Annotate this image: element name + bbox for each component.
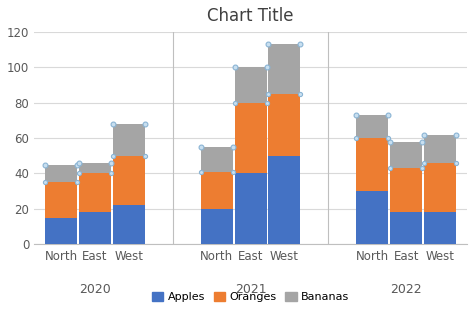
Legend: Apples, Oranges, Bananas: Apples, Oranges, Bananas [147, 288, 354, 307]
Bar [113, 205, 145, 244]
Bar [356, 115, 388, 138]
Bar [390, 168, 422, 212]
Bar [268, 44, 300, 94]
Bar [201, 209, 233, 244]
Text: 2021: 2021 [235, 283, 266, 296]
Bar [113, 124, 145, 156]
Bar [46, 218, 77, 244]
Bar [390, 212, 422, 244]
Bar [79, 212, 111, 244]
Bar [79, 163, 111, 173]
Title: Chart Title: Chart Title [207, 7, 294, 25]
Text: 2022: 2022 [391, 283, 422, 296]
Bar [424, 212, 456, 244]
Bar [356, 191, 388, 244]
Bar [201, 172, 233, 209]
Bar [46, 165, 77, 182]
Bar [235, 103, 266, 173]
Bar [113, 156, 145, 205]
Bar [235, 67, 266, 103]
Bar [356, 138, 388, 191]
Bar [79, 173, 111, 212]
Bar [235, 173, 266, 244]
Bar [390, 142, 422, 168]
Bar [424, 135, 456, 163]
Text: 2020: 2020 [79, 283, 111, 296]
Bar [268, 94, 300, 156]
Bar [268, 156, 300, 244]
Bar [46, 182, 77, 218]
Bar [201, 147, 233, 172]
Bar [424, 163, 456, 212]
